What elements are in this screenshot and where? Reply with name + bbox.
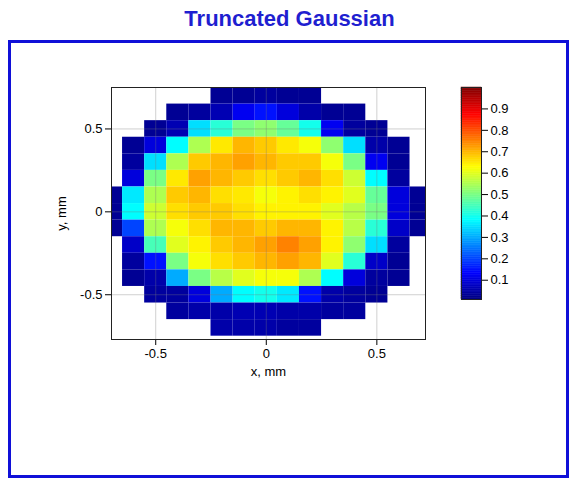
svg-text:0.6: 0.6 [491, 165, 509, 180]
svg-text:x, mm: x, mm [251, 364, 286, 379]
svg-text:0.7: 0.7 [491, 144, 509, 159]
svg-text:0.8: 0.8 [491, 122, 509, 137]
html-text:Truncated Gaussian: Truncated Gaussian [184, 6, 395, 31]
svg-text:0.1: 0.1 [491, 272, 509, 287]
svg-text:y, mm: y, mm [54, 196, 69, 230]
svg-text:0.5: 0.5 [368, 346, 386, 361]
svg-text:0.3: 0.3 [491, 230, 509, 245]
svg-text:0: 0 [263, 346, 270, 361]
svg-text:0.5: 0.5 [491, 187, 509, 202]
svg-text:0.2: 0.2 [491, 251, 509, 266]
svg-text:-0.5: -0.5 [145, 346, 167, 361]
svg-text:0.4: 0.4 [491, 208, 509, 223]
svg-text:0.9: 0.9 [491, 101, 509, 116]
svg-text:0.5: 0.5 [84, 121, 102, 136]
svg-text:0: 0 [95, 204, 102, 219]
svg-text:-0.5: -0.5 [80, 287, 102, 302]
